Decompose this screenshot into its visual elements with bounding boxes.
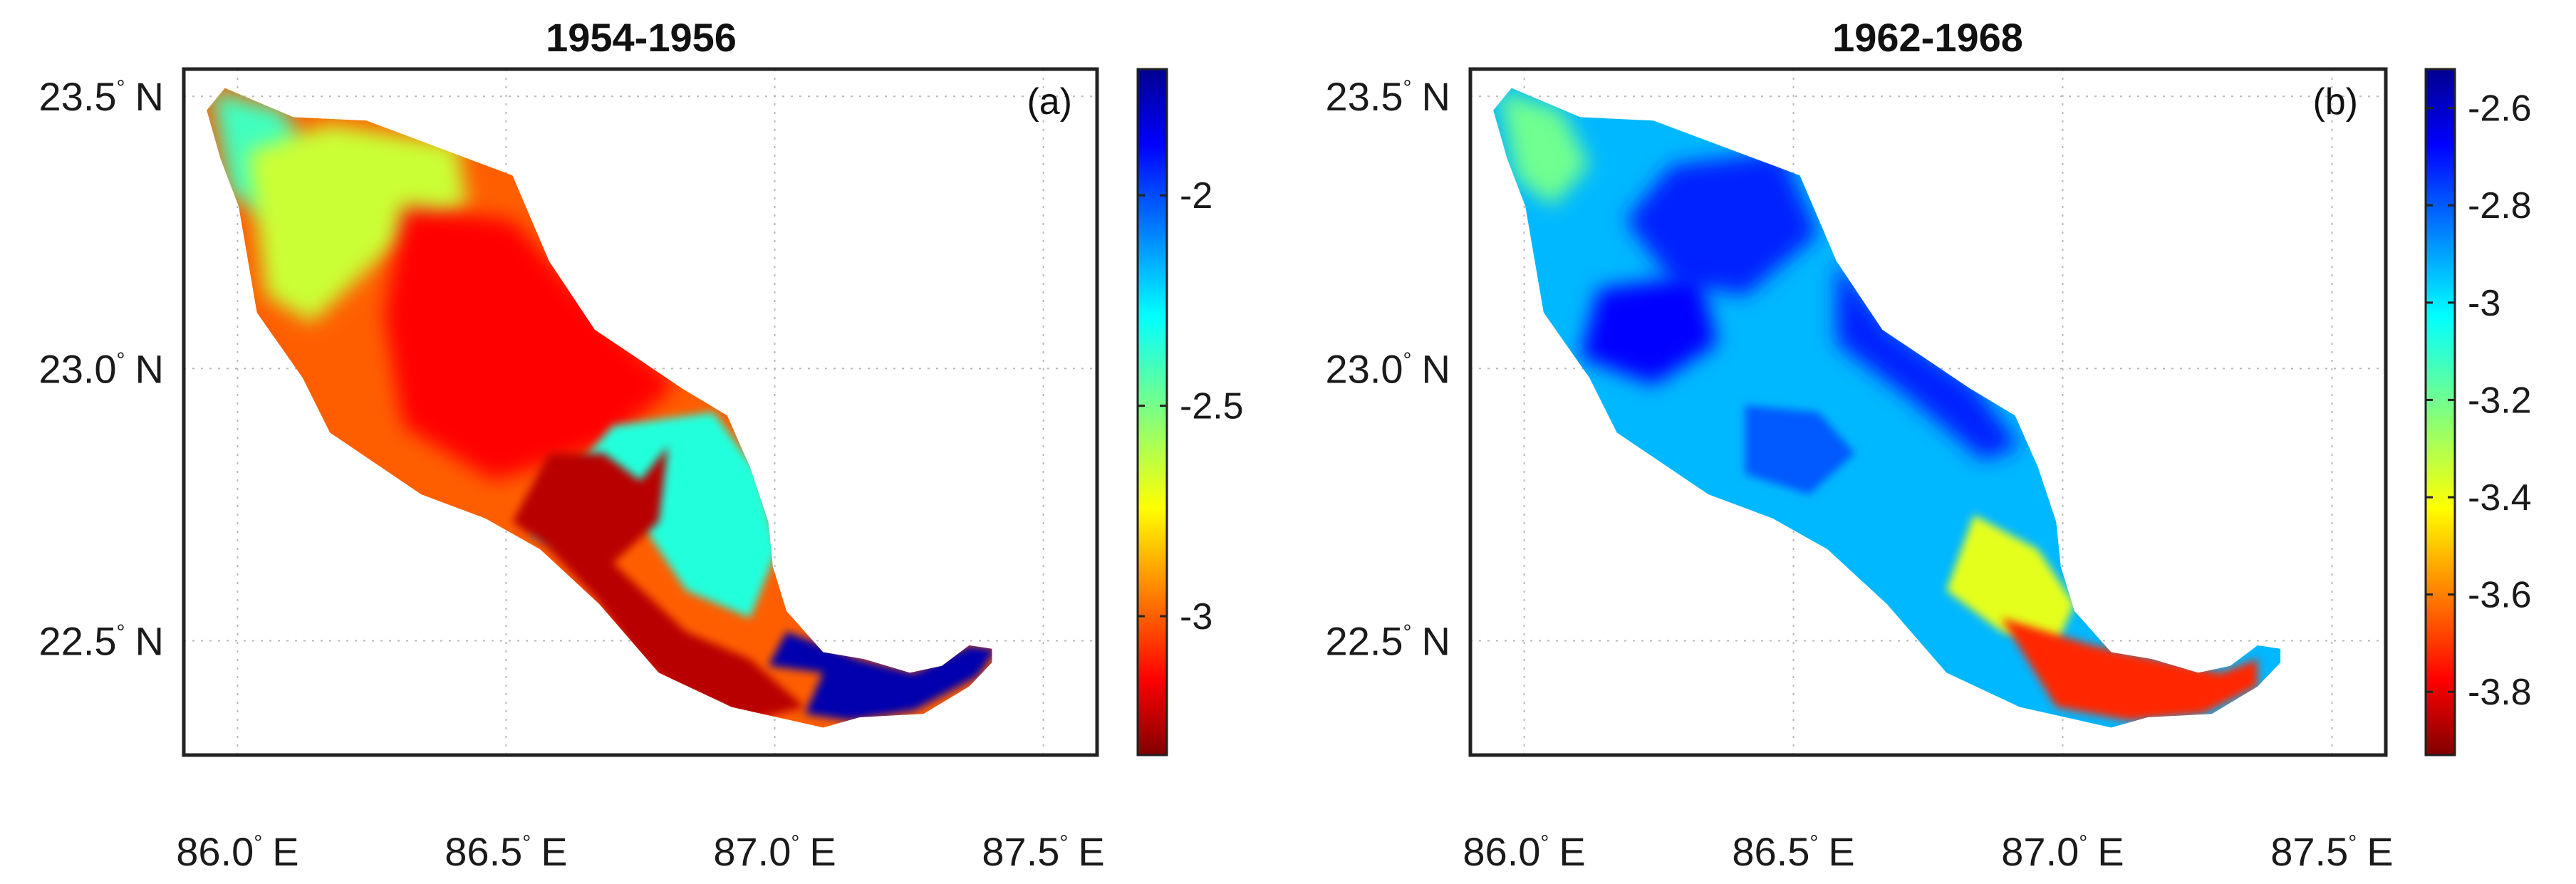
basin-heatmap (207, 88, 992, 728)
degree-symbol: ° (1540, 831, 1549, 855)
degree-symbol: ° (2079, 831, 2087, 855)
basin-heatmap (1493, 88, 2281, 728)
colorbar-tick-label: -3.6 (2468, 575, 2532, 616)
colorbar: -2.6 -2.8 -3 -3.2 -3.4 -3.6 -3.8 (2424, 68, 2532, 756)
colorbar-tick-label: -3 (1180, 596, 1212, 638)
y-tick-value: 22.5 (39, 619, 117, 664)
y-tick-value: 23.0 (1326, 346, 1403, 391)
colorbar-gradient (2426, 69, 2455, 755)
y-tick-label: 23.0° N (39, 346, 164, 391)
degree-symbol: ° (117, 348, 125, 372)
x-tick-label: 86.5° E (1732, 829, 1854, 874)
panel-label: (b) (2312, 81, 2358, 123)
x-tick-hemisphere: E (809, 829, 836, 874)
degree-symbol: ° (2348, 831, 2357, 855)
degree-symbol: ° (1403, 621, 1412, 645)
x-tick-value: 87.0 (713, 829, 791, 874)
y-tick-value: 22.5 (1326, 619, 1403, 664)
region-basin-overall (1493, 88, 2281, 728)
x-tick-value: 86.0 (176, 829, 254, 874)
degree-symbol: ° (1059, 831, 1068, 855)
y-tick-hemisphere: N (135, 74, 164, 119)
region-yellow-transition (1946, 515, 2075, 645)
colorbar-tick-label: -3 (2468, 283, 2500, 324)
x-tick-hemisphere: E (1828, 829, 1854, 874)
x-tick-label: 87.0° E (2001, 829, 2124, 874)
degree-symbol: ° (522, 831, 531, 855)
degree-symbol: ° (117, 76, 125, 100)
colorbar-tick-label: -3.4 (2468, 477, 2532, 519)
x-tick-value: 86.0 (1463, 829, 1540, 874)
x-tick-label: 87.5° E (982, 829, 1104, 874)
y-tick-label: 23.5° N (1326, 74, 1450, 119)
y-tick-hemisphere: N (1422, 346, 1450, 391)
region-core-interior (385, 206, 677, 481)
degree-symbol: ° (791, 831, 799, 855)
region-mid-lower-patch (1745, 405, 1855, 495)
degree-symbol: ° (117, 621, 125, 645)
x-tick-label: 86.0° E (176, 829, 298, 874)
colorbar-tick-label: -2 (1180, 175, 1212, 217)
colorbar-tick-label: -2.5 (1180, 386, 1244, 427)
region-west-dark-patch (1580, 274, 1718, 385)
x-tick-hemisphere: E (1559, 829, 1585, 874)
region-upper-west-band (247, 124, 467, 323)
x-tick-value: 86.5 (445, 829, 522, 874)
region-southern-delta (2001, 618, 2258, 721)
plot-frame (182, 67, 1099, 757)
colorbar-tick-label: -2.8 (2468, 185, 2532, 227)
y-tick-value: 23.0 (39, 346, 117, 391)
region-lower-delta (768, 631, 992, 721)
y-tick-value: 23.5 (1326, 74, 1403, 119)
colorbar-tick-label: -3.8 (2468, 672, 2532, 713)
colorbar-gradient (1138, 69, 1167, 755)
x-tick-value: 87.5 (982, 829, 1059, 874)
y-tick-label: 22.5° N (39, 619, 164, 664)
colorbar-tick-label: -3.2 (2468, 380, 2532, 421)
x-tick-hemisphere: E (2367, 829, 2393, 874)
y-tick-label: 23.5° N (39, 74, 164, 119)
panel-a: 1954-1956(a)86.0° E 86.5° E 87.0° E 87.5° E23.5… (39, 15, 1244, 874)
y-tick-hemisphere: N (135, 619, 164, 664)
x-tick-label: 86.0° E (1463, 829, 1585, 874)
x-tick-hemisphere: E (2097, 829, 2124, 874)
region-central-channel (512, 446, 805, 721)
degree-symbol: ° (1403, 348, 1412, 372)
x-tick-value: 87.0 (2001, 829, 2079, 874)
y-tick-label: 22.5° N (1326, 619, 1450, 664)
degree-symbol: ° (254, 831, 262, 855)
colorbar-frame (1136, 68, 1168, 756)
degree-symbol: ° (1403, 76, 1412, 100)
y-tick-hemisphere: N (1422, 619, 1450, 664)
region-east-edge-band (1837, 261, 2020, 460)
x-tick-value: 86.5 (1732, 829, 1809, 874)
region-northwest-tip (1497, 89, 1590, 207)
x-tick-hemisphere: E (1078, 829, 1104, 874)
x-tick-label: 87.0° E (713, 829, 836, 874)
x-tick-hemisphere: E (272, 829, 298, 874)
y-tick-hemisphere: N (135, 346, 164, 391)
panel-title: 1962-1968 (1832, 15, 2023, 60)
colorbar-frame (2424, 68, 2456, 756)
x-tick-label: 87.5° E (2270, 829, 2393, 874)
x-tick-hemisphere: E (541, 829, 567, 874)
y-tick-hemisphere: N (1422, 74, 1450, 119)
y-tick-value: 23.5 (39, 74, 117, 119)
degree-symbol: ° (1809, 831, 1818, 855)
y-tick-label: 23.0° N (1326, 346, 1450, 391)
panel-b: 1962-1968(b)86.0° E 86.5° E 87.0° E 87.5° E23.5… (1326, 15, 2532, 874)
colorbar-tick-label: -2.6 (2468, 88, 2532, 130)
colorbar: -2 -2.5 -3 (1136, 68, 1244, 756)
x-tick-value: 87.5 (2270, 829, 2348, 874)
panel-title: 1954-1956 (546, 15, 737, 60)
x-tick-label: 86.5° E (445, 829, 567, 874)
region-north-dark-patch (1626, 151, 1819, 296)
panel-label: (a) (1027, 81, 1072, 123)
plot-frame (1468, 67, 2388, 757)
